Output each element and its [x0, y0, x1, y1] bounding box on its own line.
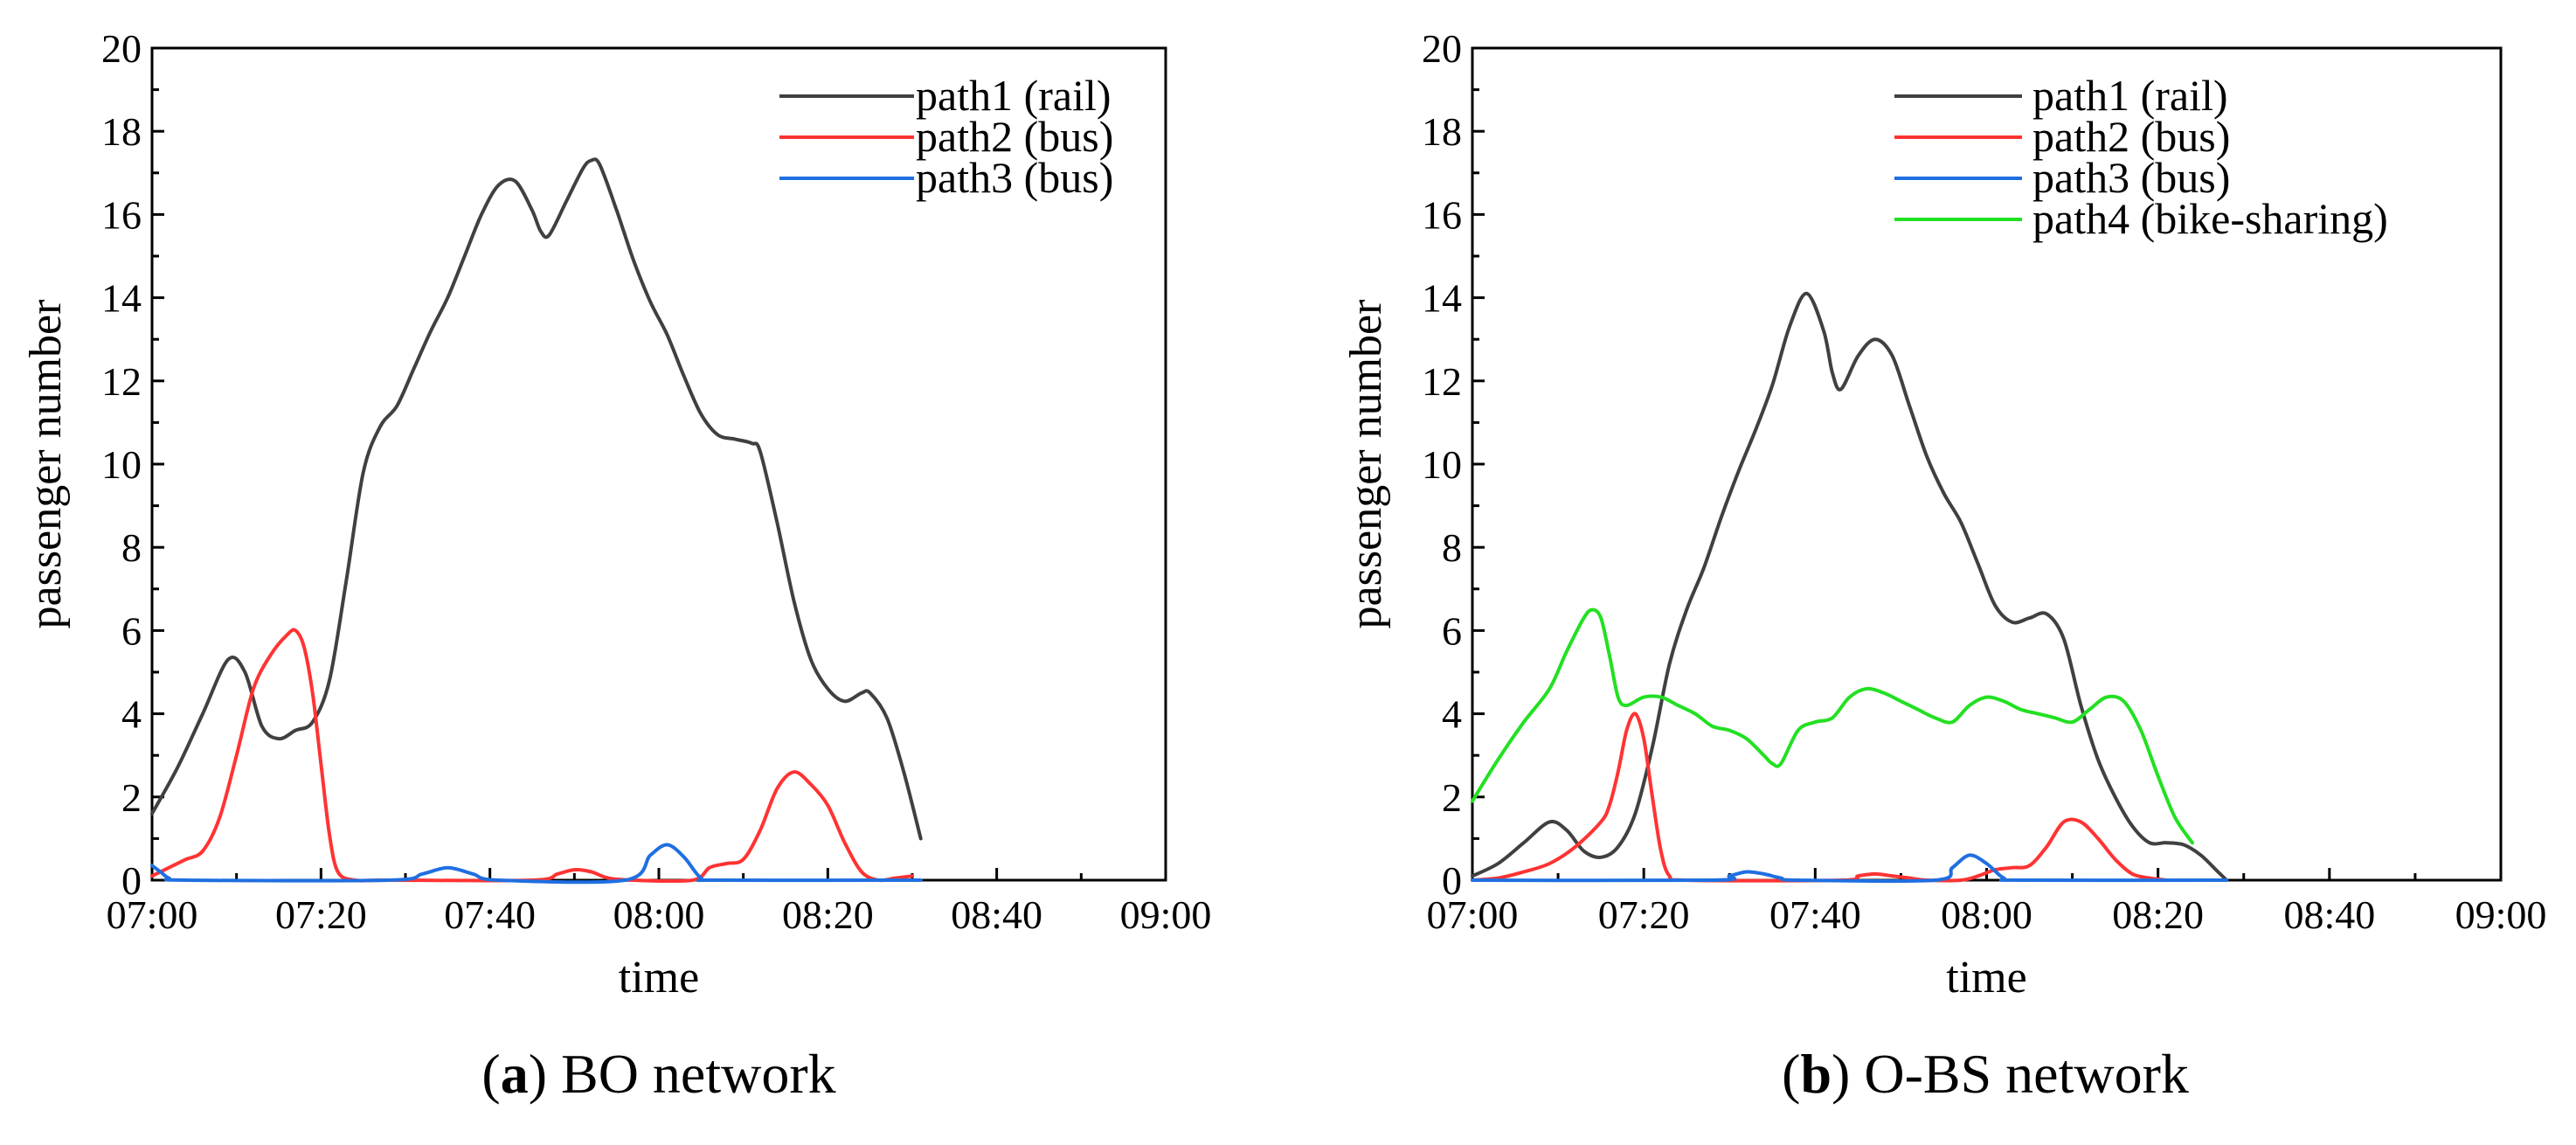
series-line-1 — [150, 157, 923, 841]
x-tick-label: 07:40 — [444, 892, 536, 937]
chart-panel-b: 0 2 4 6 8 10 12 14 16 18 20 07:00 07:20 07:40 08:00 08:… — [1341, 26, 2546, 1105]
y-tick-label: 4 — [1442, 692, 1462, 737]
x-tick-label: 07:00 — [1427, 892, 1519, 937]
legend-label-3: path3 (bus) — [916, 153, 1113, 202]
y-tick-label: 18 — [1422, 109, 1462, 154]
y-tick-label: 14 — [1422, 276, 1462, 321]
x-axis-label: time — [619, 953, 699, 1003]
x-tick-label: 07:20 — [1598, 892, 1690, 937]
y-tick-label: 2 — [121, 775, 142, 820]
panel-caption: (a) BO network — [481, 1043, 835, 1105]
y-tick-label: 4 — [121, 692, 142, 737]
legend-label-1: path1 (rail) — [2032, 71, 2228, 120]
y-tick-label: 0 — [121, 858, 142, 903]
y-tick-label: 16 — [1422, 192, 1462, 237]
y-tick-label: 0 — [1442, 858, 1462, 903]
y-axis-label: passenger number — [1341, 300, 1391, 629]
y-tick-label: 8 — [1442, 525, 1462, 570]
caption-letter: b — [1800, 1043, 1832, 1105]
y-tick-label: 12 — [1422, 359, 1462, 404]
caption-paren-close: ) — [529, 1043, 547, 1105]
x-tick-label: 08:40 — [951, 892, 1042, 937]
caption-paren-close: ) — [1832, 1043, 1850, 1105]
x-tick-label: 08:00 — [1941, 892, 2032, 937]
y-tick-label: 20 — [1422, 26, 1462, 71]
caption-text: O-BS network — [1850, 1043, 2189, 1105]
legend-label-1: path1 (rail) — [916, 71, 1111, 120]
y-tick-label: 12 — [101, 359, 142, 404]
y-tick-label: 6 — [1442, 608, 1462, 653]
x-tick-label: 07:40 — [1769, 892, 1861, 937]
y-tick-label: 10 — [101, 442, 142, 487]
series-line-3 — [1471, 853, 2229, 884]
panel-caption: (b) O-BS network — [1782, 1043, 2189, 1105]
chart-panel-a: 0 2 4 6 8 10 12 14 16 18 20 07:00 07:20 07:40 08:00 08:… — [21, 26, 1211, 1105]
caption-paren-open: ( — [481, 1043, 500, 1105]
series-line-2 — [150, 628, 914, 884]
x-tick-label: 08:20 — [2112, 892, 2204, 937]
legend-label-4: path4 (bike-sharing) — [2032, 194, 2388, 243]
y-tick-label: 16 — [101, 192, 142, 237]
y-axis-label: passenger number — [21, 300, 71, 629]
x-tick-label: 08:20 — [782, 892, 874, 937]
legend-label-2: path2 (bus) — [2032, 112, 2230, 161]
y-tick-label: 18 — [101, 109, 142, 154]
x-tick-label: 07:20 — [275, 892, 367, 937]
y-tick-label: 14 — [101, 276, 142, 321]
legend-label-2: path2 (bus) — [916, 112, 1113, 161]
series-line-2 — [1471, 711, 2169, 883]
x-tick-label: 09:00 — [2455, 892, 2547, 937]
y-tick-label: 8 — [121, 525, 142, 570]
y-tick-label: 6 — [121, 608, 142, 653]
x-tick-label: 07:00 — [107, 892, 198, 937]
y-tick-label: 10 — [1422, 442, 1462, 487]
plot-frame — [1471, 46, 2503, 882]
series-line-1 — [1471, 291, 2229, 882]
caption-letter: a — [501, 1043, 529, 1105]
caption-paren-open: ( — [1782, 1043, 1800, 1105]
y-tick-label: 20 — [101, 26, 142, 71]
caption-text: BO network — [547, 1043, 836, 1105]
x-tick-label: 08:00 — [613, 892, 705, 937]
series-line-3 — [150, 843, 923, 885]
x-tick-label: 08:40 — [2283, 892, 2375, 937]
legend-label-3: path3 (bus) — [2032, 153, 2230, 202]
x-tick-label: 09:00 — [1120, 892, 1212, 937]
x-axis-label: time — [1946, 953, 2026, 1003]
y-tick-label: 2 — [1442, 775, 1462, 820]
series-line-4 — [1471, 607, 2194, 845]
